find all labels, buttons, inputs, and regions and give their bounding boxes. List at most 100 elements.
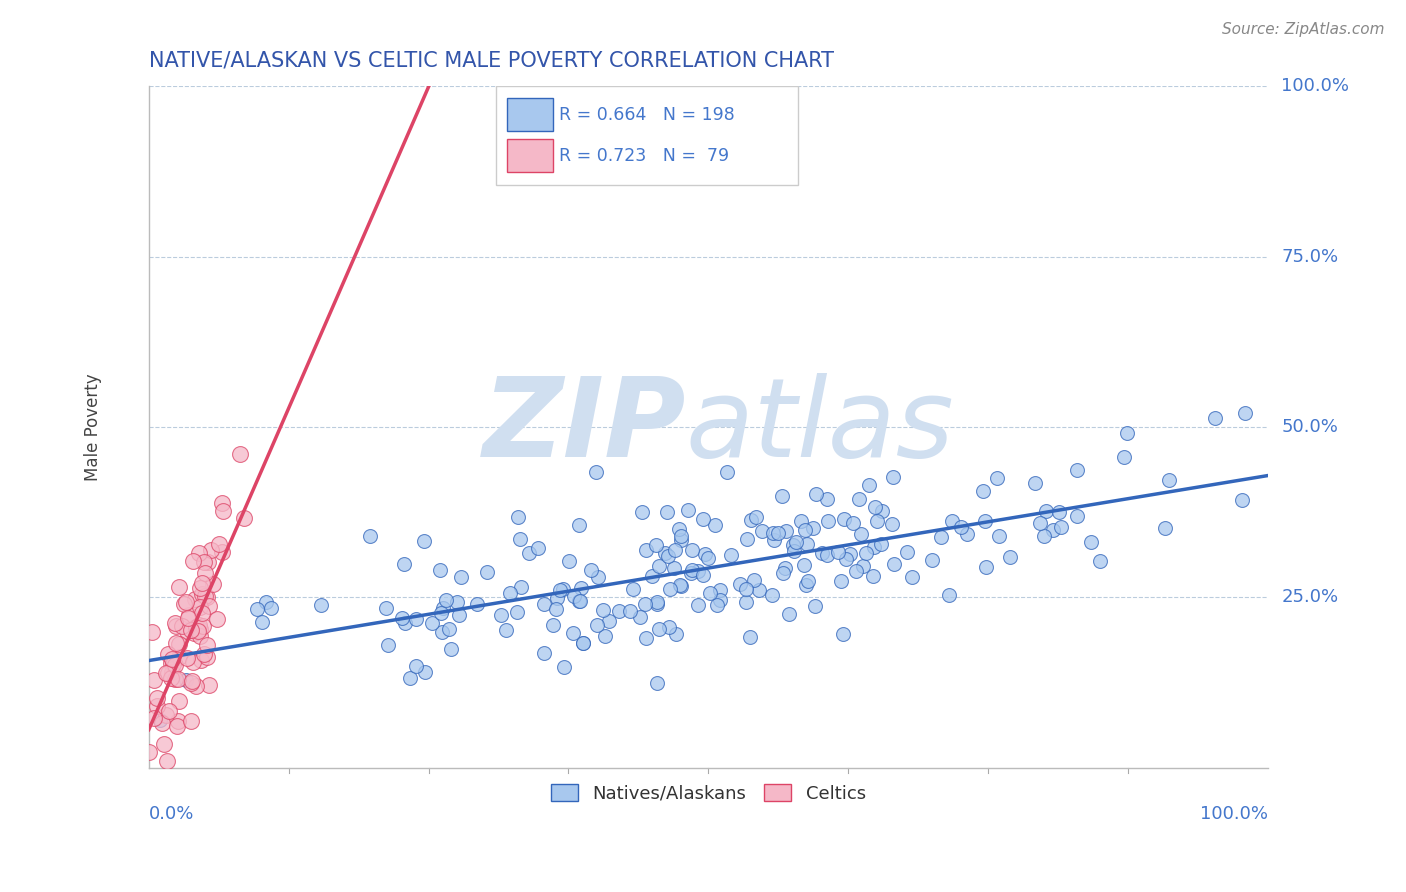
Point [440, 642, 463, 657]
Point [659, 582, 682, 597]
Point [987, 528, 1010, 542]
Point [835, 552, 858, 566]
Point [176, 650, 198, 665]
Point [177, 610, 200, 624]
Point [645, 675, 668, 690]
Point [766, 525, 789, 540]
Point [740, 513, 762, 527]
Point [751, 524, 773, 538]
Point [811, 545, 834, 559]
Point [149, 713, 172, 727]
Point [191, 575, 214, 590]
Point [509, 532, 531, 546]
Point [628, 610, 651, 624]
Point [783, 544, 806, 558]
Point [155, 708, 177, 723]
Point [212, 504, 235, 518]
Point [568, 593, 591, 607]
Point [785, 534, 807, 549]
Point [735, 533, 758, 547]
Point [163, 616, 186, 631]
Point [863, 500, 886, 514]
Legend: Natives/Alaskans, Celtics: Natives/Alaskans, Celtics [544, 777, 873, 810]
Point [775, 524, 797, 538]
Point [163, 672, 186, 686]
Point [205, 612, 228, 626]
Point [842, 516, 865, 530]
Point [188, 617, 211, 632]
FancyBboxPatch shape [506, 139, 553, 172]
Point [645, 597, 668, 611]
Point [803, 521, 825, 535]
Point [450, 570, 472, 584]
Point [648, 622, 671, 636]
Point [211, 544, 233, 558]
Point [621, 582, 644, 597]
Point [703, 518, 725, 533]
Point [794, 523, 817, 537]
Point [432, 601, 454, 615]
Point [855, 545, 877, 559]
Point [883, 558, 905, 572]
Point [804, 599, 827, 613]
Point [585, 465, 607, 479]
Point [839, 547, 862, 561]
Point [184, 679, 207, 693]
Point [159, 704, 181, 718]
Point [197, 555, 219, 569]
Point [671, 529, 693, 543]
Point [197, 599, 219, 613]
Point [1230, 493, 1253, 508]
Point [648, 559, 671, 574]
Point [562, 626, 585, 640]
Point [167, 672, 190, 686]
Point [232, 511, 254, 525]
Point [870, 537, 893, 551]
Point [491, 607, 513, 622]
Point [1204, 411, 1226, 425]
Point [1033, 528, 1056, 542]
Point [668, 522, 690, 536]
Point [543, 618, 565, 632]
Text: R = 0.664   N = 198: R = 0.664 N = 198 [560, 106, 735, 124]
Point [533, 597, 555, 611]
Point [796, 537, 818, 551]
Point [641, 568, 664, 582]
Point [728, 576, 751, 591]
Point [165, 636, 187, 650]
Point [156, 754, 179, 768]
Point [974, 514, 997, 528]
Point [155, 665, 177, 680]
Point [544, 601, 567, 615]
Point [941, 514, 963, 528]
Point [896, 545, 918, 559]
Point [190, 622, 212, 636]
Point [1042, 523, 1064, 537]
Point [745, 510, 768, 524]
Point [882, 517, 904, 532]
Point [636, 631, 658, 645]
Point [655, 506, 678, 520]
Point [163, 657, 186, 672]
Point [848, 491, 870, 506]
Point [509, 580, 531, 594]
Point [789, 514, 811, 528]
Point [174, 595, 197, 609]
Point [830, 574, 852, 588]
Point [709, 593, 731, 607]
Point [681, 543, 703, 558]
Point [398, 671, 420, 685]
Point [167, 637, 190, 651]
Point [662, 560, 685, 574]
Point [198, 678, 221, 692]
Point [782, 538, 804, 552]
Point [548, 583, 571, 598]
Point [392, 557, 415, 571]
Point [692, 568, 714, 582]
Text: 25.0%: 25.0% [1281, 589, 1339, 607]
Text: Male Poverty: Male Poverty [84, 373, 101, 481]
Point [413, 665, 436, 680]
Point [720, 548, 742, 562]
Point [146, 698, 169, 713]
Point [585, 618, 607, 632]
